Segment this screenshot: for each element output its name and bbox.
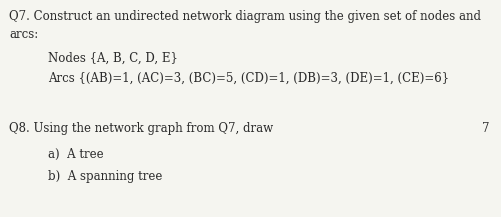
Text: a)  A tree: a) A tree: [48, 148, 103, 161]
Text: Q8. Using the network graph from Q7, draw: Q8. Using the network graph from Q7, dra…: [9, 122, 273, 135]
Text: 7: 7: [482, 122, 490, 135]
Text: arcs:: arcs:: [9, 28, 38, 41]
Text: b)  A spanning tree: b) A spanning tree: [48, 170, 162, 183]
Text: Arcs {(AB)=1, (AC)=3, (BC)=5, (CD)=1, (DB)=3, (DE)=1, (CE)=6}: Arcs {(AB)=1, (AC)=3, (BC)=5, (CD)=1, (D…: [48, 72, 449, 85]
Text: Q7. Construct an undirected network diagram using the given set of nodes and: Q7. Construct an undirected network diag…: [9, 10, 481, 23]
Text: Nodes {A, B, C, D, E}: Nodes {A, B, C, D, E}: [48, 52, 177, 65]
